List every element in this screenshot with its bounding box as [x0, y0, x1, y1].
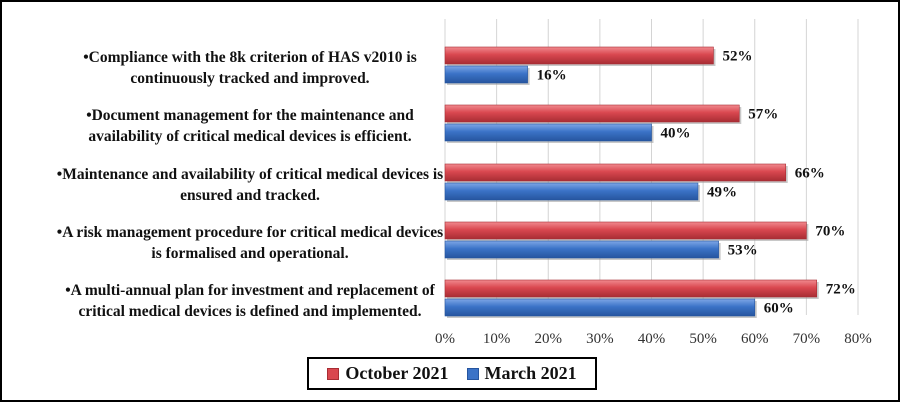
value-label: 66% — [795, 166, 825, 182]
bar-march-2021-2 — [444, 123, 652, 142]
x-tick-label: 0% — [435, 331, 455, 347]
x-tick-label: 10% — [483, 331, 511, 347]
value-label: 72% — [826, 282, 856, 298]
value-label: 53% — [728, 243, 758, 259]
value-label: 16% — [537, 68, 567, 84]
value-label: 40% — [661, 126, 691, 142]
bar-march-2021-5 — [444, 298, 756, 317]
value-label: 70% — [815, 224, 845, 240]
bar-october-2021-5 — [444, 279, 818, 298]
legend-label-october-2021: October 2021 — [345, 363, 449, 383]
category-label: •A multi-annual plan for investment and … — [65, 282, 435, 299]
bar-october-2021-3 — [444, 163, 787, 182]
category-label: continuously tracked and improved. — [130, 70, 369, 87]
category-label: •A risk management procedure for critica… — [57, 224, 443, 241]
x-tick-label: 40% — [638, 331, 666, 347]
labels: •Compliance with the 8k criterion of HAS… — [57, 49, 856, 321]
x-tick-label: 80% — [844, 331, 872, 347]
legend-swatch-october-2021 — [327, 367, 340, 380]
category-label: •Document management for the maintenance… — [86, 107, 414, 124]
bar-october-2021-2 — [444, 104, 740, 123]
value-label: 52% — [722, 49, 752, 65]
value-label: 60% — [764, 301, 794, 317]
bar-march-2021-3 — [444, 182, 699, 201]
category-label: availability of critical medical devices… — [88, 128, 411, 145]
bar-march-2021-4 — [444, 240, 719, 259]
category-label: •Maintenance and availability of critica… — [57, 166, 443, 183]
legend-label-march-2021: March 2021 — [484, 363, 577, 383]
legend-item-october-2021: October 2021 — [327, 363, 449, 384]
legend: October 2021 March 2021 — [307, 357, 597, 390]
x-tick-label: 70% — [793, 331, 821, 347]
category-label: ensured and tracked. — [180, 187, 320, 204]
category-label: critical medical devices is defined and … — [78, 303, 421, 320]
x-tick-label: 60% — [741, 331, 769, 347]
bars — [444, 46, 819, 318]
bar-october-2021-1 — [444, 46, 714, 65]
value-label: 57% — [748, 107, 778, 123]
bar-october-2021-4 — [444, 221, 807, 240]
x-tick-label: 20% — [535, 331, 563, 347]
category-label: is formalised and operational. — [151, 245, 348, 262]
x-tick-label: 50% — [689, 331, 717, 347]
legend-swatch-march-2021 — [466, 367, 479, 380]
category-label: •Compliance with the 8k criterion of HAS… — [83, 49, 417, 66]
legend-item-march-2021: March 2021 — [466, 363, 577, 384]
bar-march-2021-1 — [444, 65, 528, 84]
x-axis-ticks: 0% 10% 20% 30% 40% 50% 60% 70% 80% — [435, 331, 872, 347]
x-tick-label: 30% — [586, 331, 614, 347]
value-label: 49% — [707, 185, 737, 201]
